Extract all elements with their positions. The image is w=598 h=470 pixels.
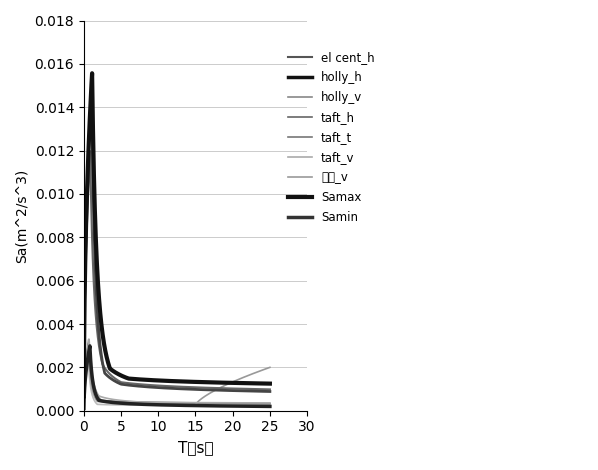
Line: Samax: Samax — [84, 73, 270, 396]
holly_h — [112, 379, 120, 384]
holly_v — [80, 405, 87, 411]
Line: holly_h: holly_h — [84, 86, 270, 397]
taft_h — [152, 400, 159, 405]
Samin — [80, 406, 87, 411]
taft_v — [243, 403, 250, 408]
taft_v — [102, 402, 109, 407]
holly_v — [86, 337, 93, 342]
taft_v — [266, 403, 273, 408]
Line: 天津_v: 天津_v — [84, 346, 270, 408]
holly_v — [112, 397, 120, 403]
taft_h — [263, 400, 270, 406]
Samin — [152, 402, 159, 407]
holly_v — [160, 400, 167, 405]
taft_h — [160, 400, 167, 405]
holly_h — [80, 394, 87, 399]
taft_v — [160, 403, 167, 408]
Y-axis label: Sa(m^2/s^3): Sa(m^2/s^3) — [15, 168, 29, 263]
el cent_h — [112, 376, 120, 382]
holly_h — [88, 84, 95, 89]
taft_h — [112, 399, 120, 404]
holly_h — [266, 389, 273, 394]
holly_v — [243, 400, 250, 406]
天津_v — [152, 401, 159, 407]
Samin — [266, 404, 273, 409]
天津_v — [243, 374, 250, 379]
el cent_h — [80, 395, 87, 401]
taft_t — [152, 400, 159, 406]
天津_v — [266, 365, 273, 370]
holly_v — [152, 400, 159, 405]
holly_v — [263, 400, 270, 406]
Legend: el cent_h, holly_h, holly_v, taft_h, taft_t, taft_v, 天津_v, Samax, Samin: el cent_h, holly_h, holly_v, taft_h, taf… — [283, 46, 379, 229]
holly_h — [243, 388, 250, 394]
holly_h — [102, 371, 109, 376]
Samax — [263, 381, 270, 386]
holly_v — [102, 395, 109, 401]
el cent_h — [87, 149, 94, 154]
el cent_h — [102, 366, 109, 371]
taft_t — [102, 399, 109, 405]
Samax — [112, 370, 120, 376]
Samax — [152, 377, 159, 383]
taft_v — [112, 402, 120, 407]
Line: taft_t: taft_t — [84, 344, 270, 408]
Line: Samin: Samin — [84, 346, 270, 408]
taft_v — [152, 402, 159, 408]
Samax — [243, 380, 250, 386]
Line: holly_v: holly_v — [84, 339, 270, 408]
天津_v — [80, 406, 87, 411]
天津_v — [86, 343, 93, 349]
Samax — [102, 347, 109, 353]
Samax — [89, 70, 96, 76]
holly_h — [263, 389, 270, 394]
天津_v — [102, 399, 109, 405]
Line: taft_h: taft_h — [84, 339, 270, 408]
Samin — [102, 399, 109, 404]
taft_t — [85, 341, 92, 346]
天津_v — [263, 366, 270, 371]
holly_h — [160, 385, 167, 391]
Samin — [112, 400, 120, 406]
el cent_h — [152, 383, 159, 388]
el cent_h — [263, 386, 270, 392]
taft_t — [112, 400, 120, 405]
el cent_h — [243, 386, 250, 392]
Samin — [86, 343, 93, 349]
taft_v — [80, 405, 87, 411]
holly_h — [152, 384, 159, 390]
taft_t — [266, 401, 273, 407]
Samax — [266, 381, 273, 386]
taft_h — [266, 400, 273, 406]
taft_h — [102, 398, 109, 404]
taft_h — [80, 405, 87, 411]
taft_t — [80, 405, 87, 411]
Line: el cent_h: el cent_h — [84, 151, 270, 398]
Samin — [160, 402, 167, 408]
Line: taft_v: taft_v — [84, 350, 270, 408]
el cent_h — [160, 383, 167, 389]
Samax — [160, 378, 167, 384]
Samin — [243, 403, 250, 409]
taft_t — [263, 401, 270, 407]
X-axis label: T（s）: T（s） — [178, 440, 213, 455]
taft_v — [84, 347, 91, 353]
el cent_h — [266, 386, 273, 392]
taft_t — [243, 401, 250, 407]
Samin — [263, 404, 270, 409]
taft_v — [263, 403, 270, 408]
天津_v — [112, 400, 120, 406]
taft_t — [160, 400, 167, 406]
taft_h — [243, 400, 250, 406]
taft_h — [85, 337, 92, 342]
holly_v — [266, 400, 273, 406]
Samax — [80, 393, 87, 399]
天津_v — [160, 402, 167, 407]
